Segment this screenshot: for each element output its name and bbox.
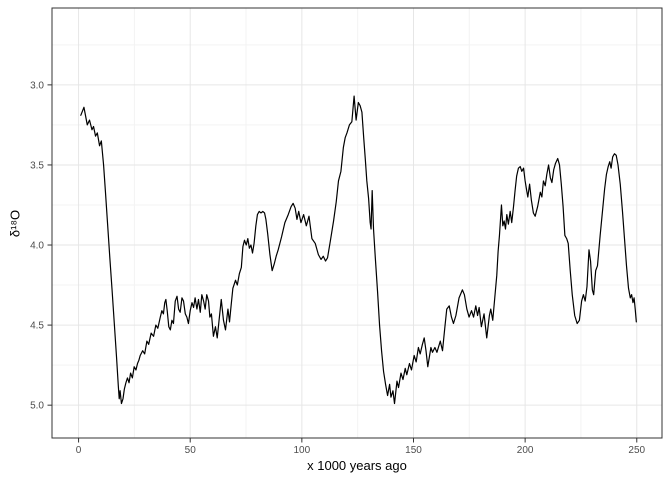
x-tick-label: 150 [405,445,422,456]
y-axis-title: δ¹⁸O [7,209,23,238]
x-tick-label: 50 [185,445,197,456]
x-tick-label: 200 [517,445,534,456]
y-tick-label: 3.5 [30,160,44,171]
y-tick-label: 4.0 [30,241,44,252]
panel-background [52,8,662,438]
x-tick-label: 250 [628,445,645,456]
y-tick-label: 5.0 [30,401,44,412]
x-tick-label: 100 [294,445,311,456]
x-axis-title: x 1000 years ago [307,458,407,473]
x-tick-label: 0 [76,445,82,456]
y-tick-label: 4.5 [30,321,44,332]
data-line [80,95,637,405]
panel-border [51,7,663,439]
y-tick-label: 3.0 [30,80,44,91]
